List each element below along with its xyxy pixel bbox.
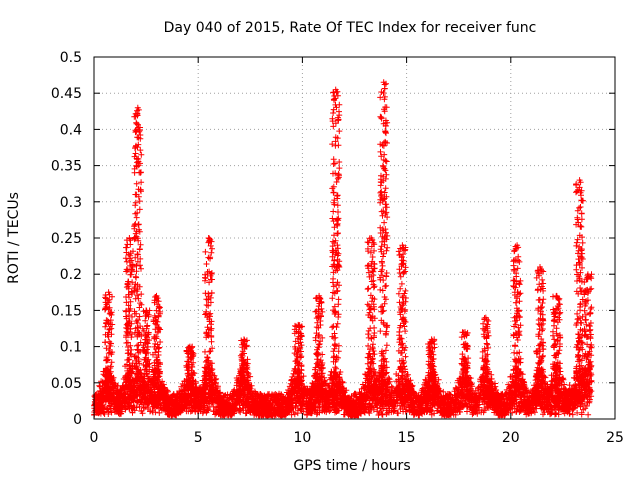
x-tick-label: 5 <box>194 430 203 446</box>
y-tick-label: 0.1 <box>60 340 82 356</box>
x-tick-label: 0 <box>90 430 99 446</box>
y-tick-label: 0.35 <box>51 159 82 175</box>
chart-title: Day 040 of 2015, Rate Of TEC Index for r… <box>164 20 537 36</box>
y-tick-label: 0.5 <box>60 50 82 66</box>
y-tick-label: 0.4 <box>60 122 82 138</box>
roti-data-points <box>91 79 595 419</box>
y-tick-labels: 0 0.05 0.1 0.15 0.2 0.25 0.3 0.35 0.4 0.45 0.5 <box>51 50 82 428</box>
y-axis-title: ROTI / TECUs <box>6 192 22 284</box>
y-tick-label: 0 <box>73 412 82 428</box>
x-tick-label: 20 <box>502 430 520 446</box>
y-tick-label: 0.15 <box>51 303 82 319</box>
y-tick-label: 0.3 <box>60 195 82 211</box>
y-tick-label: 0.2 <box>60 267 82 283</box>
x-tick-labels: 0 5 10 15 20 25 <box>90 430 624 446</box>
y-tick-label: 0.05 <box>51 376 82 392</box>
grid <box>94 57 615 419</box>
x-axis-title: GPS time / hours <box>293 458 410 474</box>
y-tick-label: 0.25 <box>51 231 82 247</box>
y-tick-label: 0.45 <box>51 86 82 102</box>
x-tick-label: 25 <box>606 430 624 446</box>
data-points <box>91 79 595 419</box>
x-tick-label: 10 <box>293 430 311 446</box>
axis-ticks <box>93 56 616 420</box>
x-tick-label: 15 <box>398 430 416 446</box>
